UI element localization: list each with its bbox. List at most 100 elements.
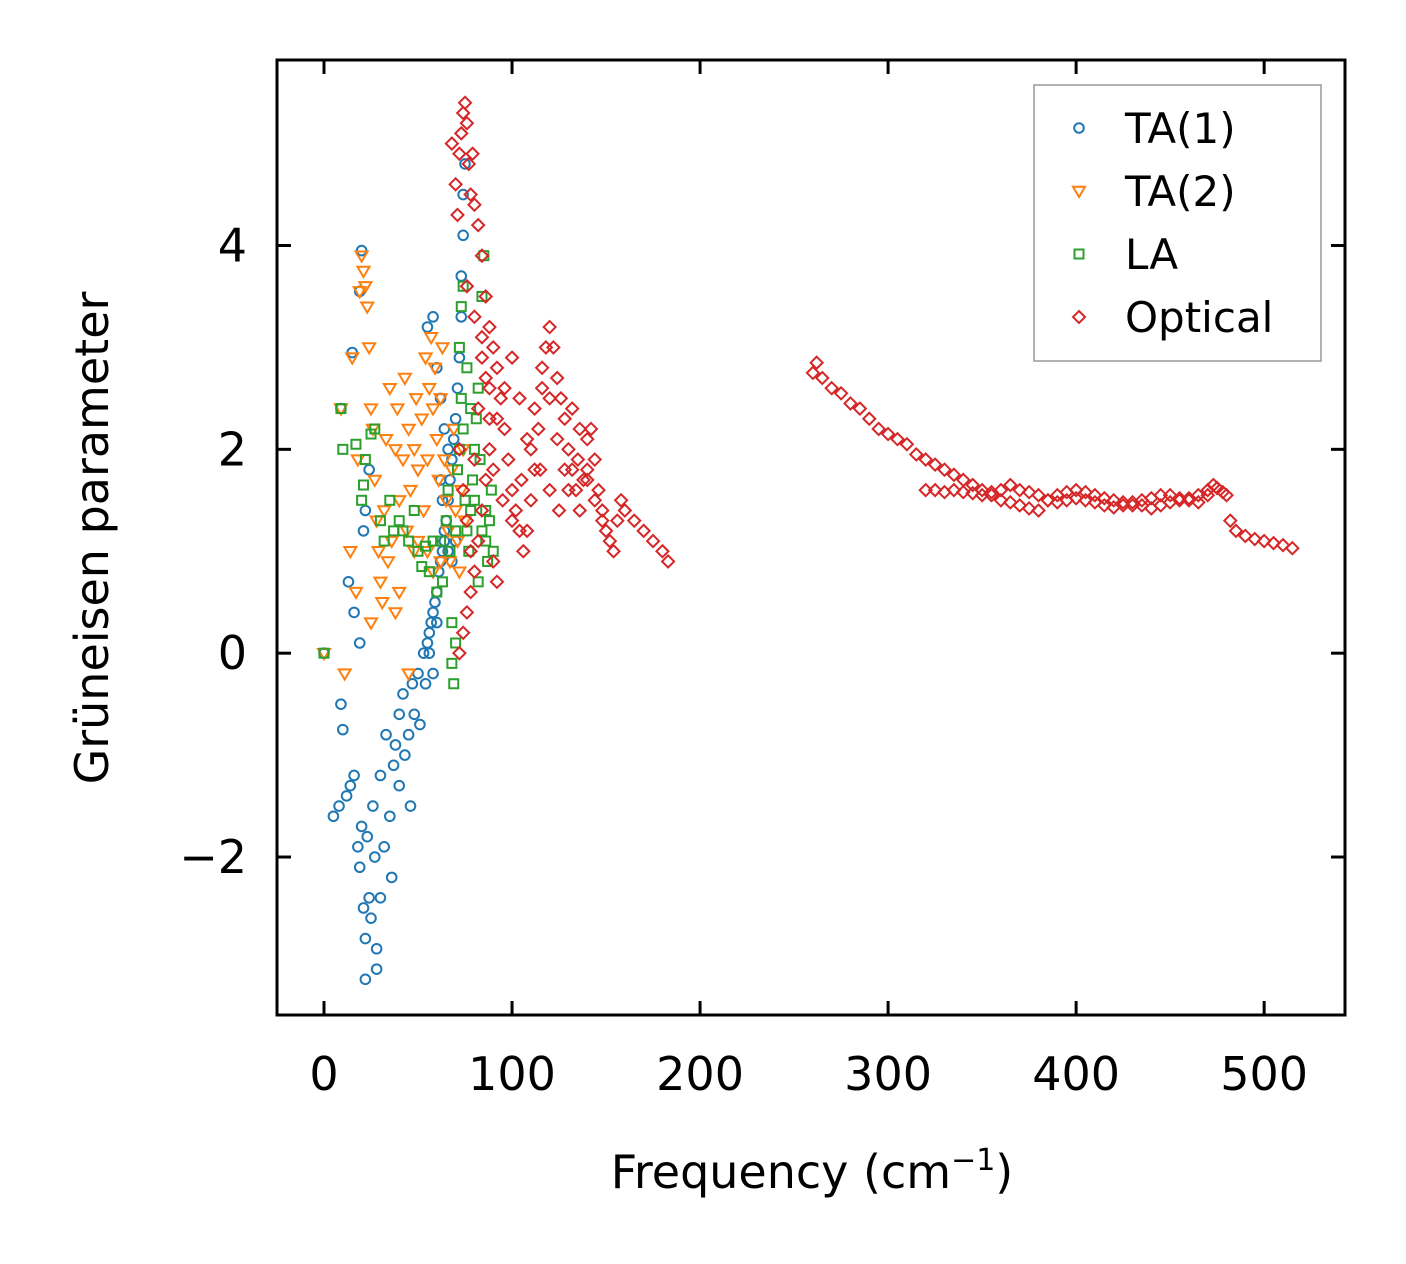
data-point	[417, 352, 434, 366]
data-point	[406, 677, 419, 690]
data-point	[423, 566, 435, 578]
data-point	[387, 759, 400, 772]
data-point	[534, 380, 550, 396]
data-point	[542, 319, 558, 335]
data-point	[448, 176, 464, 192]
data-point	[408, 393, 424, 407]
data-point	[636, 523, 652, 539]
data-point	[1181, 492, 1197, 508]
data-point	[370, 963, 383, 975]
data-point	[545, 340, 561, 355]
data-point	[534, 360, 550, 376]
data-point	[442, 484, 454, 496]
x-tick-label: 200	[656, 1047, 744, 1101]
data-point	[549, 370, 565, 386]
data-point	[576, 472, 591, 488]
data-point	[478, 370, 494, 386]
data-point	[372, 576, 389, 590]
data-point	[348, 769, 360, 782]
data-point	[482, 380, 497, 396]
data-point	[955, 484, 971, 500]
data-point	[1266, 535, 1281, 551]
data-point	[1002, 477, 1018, 493]
data-point	[587, 492, 603, 508]
data-point	[480, 535, 492, 547]
data-point	[457, 188, 469, 201]
data-point	[427, 535, 439, 547]
data-point	[467, 564, 482, 580]
axis-ticks: 0 100 200 300 400 500 −2 0 2 4	[179, 60, 1345, 1101]
data-point	[598, 523, 614, 539]
data-point	[415, 505, 432, 519]
data-point	[427, 362, 443, 376]
data-point	[504, 513, 520, 529]
data-point	[1284, 540, 1300, 556]
data-point	[472, 382, 484, 394]
data-point	[361, 830, 374, 843]
data-point	[404, 800, 417, 812]
data-point	[427, 311, 439, 323]
data-point	[384, 810, 396, 823]
data-point	[482, 319, 497, 335]
data-point	[606, 543, 621, 559]
data-point	[474, 503, 490, 518]
data-point	[355, 820, 368, 833]
data-point	[1087, 494, 1103, 510]
data-point	[361, 342, 377, 356]
data-point	[431, 586, 443, 598]
data-point	[453, 125, 469, 141]
data-point	[336, 668, 353, 682]
data-point	[470, 533, 486, 549]
data-point	[363, 403, 379, 417]
data-point	[570, 452, 586, 467]
data-point	[378, 535, 390, 547]
data-point	[442, 443, 454, 456]
legend-label: LA	[1125, 230, 1178, 279]
data-point	[523, 441, 539, 457]
data-point	[467, 197, 482, 213]
data-point	[514, 472, 529, 488]
data-point	[455, 270, 468, 282]
data-point	[448, 678, 460, 690]
data-point	[350, 438, 362, 450]
data-point	[406, 444, 423, 458]
data-point	[1096, 497, 1112, 513]
data-point	[1068, 482, 1084, 498]
data-point	[617, 503, 633, 518]
plot-frame	[275, 58, 1347, 1017]
data-point	[369, 423, 381, 435]
data-point	[353, 637, 366, 649]
data-point	[436, 576, 448, 588]
data-point	[489, 574, 505, 590]
data-point	[1078, 492, 1093, 508]
legend-marker	[1073, 248, 1085, 260]
data-point	[449, 412, 462, 425]
data-point	[527, 401, 543, 416]
y-axis-title: Grüneisen parameter	[65, 291, 119, 784]
data-point	[474, 454, 486, 466]
data-point	[429, 433, 445, 448]
data-point	[352, 841, 364, 853]
data-point	[583, 421, 599, 437]
data-point	[542, 390, 558, 406]
data-point	[1021, 484, 1037, 500]
data-point	[327, 810, 340, 823]
data-point	[445, 423, 462, 437]
data-point	[451, 441, 467, 457]
data-point	[455, 482, 471, 498]
data-point	[461, 362, 473, 374]
data-point	[482, 555, 494, 567]
data-point	[587, 452, 603, 467]
data-point	[852, 401, 868, 416]
data-point	[357, 902, 370, 914]
data-point	[370, 546, 387, 560]
data-point	[485, 554, 501, 569]
data-point	[480, 504, 492, 516]
data-point	[370, 942, 383, 955]
data-point	[1031, 503, 1046, 518]
data-point	[809, 355, 825, 371]
data-point	[410, 464, 426, 478]
data-point	[579, 462, 595, 478]
data-point	[561, 482, 576, 498]
data-point	[572, 503, 588, 518]
